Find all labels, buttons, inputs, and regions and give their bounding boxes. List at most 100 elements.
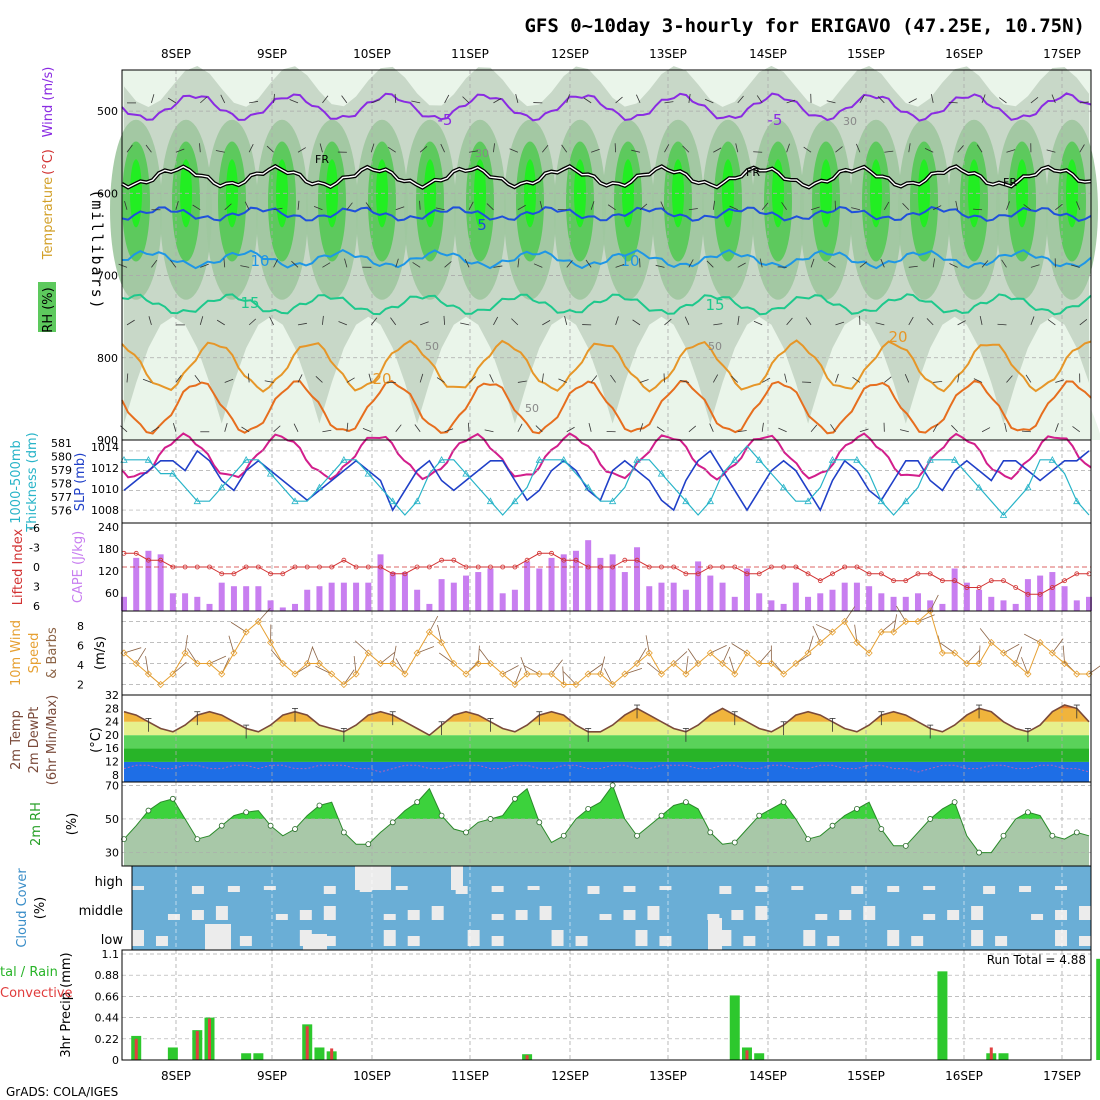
wind-barb <box>216 319 225 326</box>
cloud-low-cell <box>995 936 1008 946</box>
wind-barb <box>228 635 235 654</box>
wind-barb <box>151 259 158 268</box>
precip-total-bar <box>314 1047 325 1060</box>
li-marker <box>170 564 176 570</box>
bottom-date-label: 9SEP <box>257 1069 287 1083</box>
top-date-label: 11SEP <box>451 47 489 61</box>
wind-barb <box>955 200 959 210</box>
cape-bar <box>597 557 604 611</box>
wind-barb <box>1051 94 1056 104</box>
wind-barb <box>151 426 160 433</box>
rh-marker <box>927 816 934 822</box>
cape-tick: 120 <box>98 565 119 578</box>
wind-barb <box>810 206 820 211</box>
wind-speed-marker <box>963 659 971 668</box>
wind-unit: (m/s) <box>93 636 108 670</box>
wind-barb <box>624 668 643 675</box>
cloud-low-cell <box>132 930 144 946</box>
wind-barb <box>170 259 177 268</box>
wind-barb <box>511 318 519 326</box>
contour-label: FR <box>746 166 760 179</box>
wind-barb <box>460 322 470 326</box>
bottom-date-label: 16SEP <box>945 1069 983 1083</box>
slp-tick: 1012 <box>91 462 119 475</box>
wind-barb <box>926 318 934 326</box>
wind-speed-marker <box>413 649 421 657</box>
li-marker <box>744 571 750 577</box>
cape-bar <box>1012 603 1019 611</box>
thickness-tick: 577 <box>51 491 72 504</box>
rh-marker <box>218 822 225 829</box>
wind-barb <box>199 143 201 153</box>
temp-band <box>124 735 1089 749</box>
rh-dry-pocket <box>362 390 412 440</box>
wind-barb <box>192 204 201 211</box>
wind-barb <box>539 200 543 210</box>
wind-speed-marker <box>205 659 214 668</box>
wind-barb <box>395 258 399 268</box>
wind-barb <box>859 94 865 104</box>
cape-bar <box>1037 575 1044 611</box>
cape-bar <box>169 593 176 611</box>
temp-tick: 20 <box>105 729 119 742</box>
cloud-middle-cell <box>923 914 936 920</box>
wind-barb <box>230 621 247 633</box>
rh-marker <box>316 802 323 809</box>
li-marker <box>805 571 811 577</box>
wind-barb <box>145 144 152 153</box>
li-marker <box>610 564 616 570</box>
cape-bar <box>511 589 518 611</box>
slp-line <box>123 449 1090 512</box>
wind-barb <box>124 201 128 210</box>
thickness-marker <box>169 469 177 477</box>
thickness-marker <box>633 455 641 463</box>
wind-barb <box>899 429 909 433</box>
cloud-high-cell <box>1055 886 1068 890</box>
rh-shading-bright <box>226 159 238 228</box>
rh-dry-pocket <box>460 390 510 440</box>
wind-barb <box>881 620 896 633</box>
li-marker <box>597 564 603 570</box>
rh-tick: 70 <box>105 779 119 792</box>
wind-barb <box>322 315 324 325</box>
wind-speed-marker <box>596 670 604 678</box>
cloud-low-cell <box>575 936 588 946</box>
wind-barb <box>395 206 405 211</box>
pressure-tick: 800 <box>97 352 118 365</box>
wind-barb <box>419 200 421 210</box>
precip-tick: 0.22 <box>95 1033 120 1046</box>
precip-total-bar <box>754 1053 765 1060</box>
cape-bar <box>292 603 299 611</box>
wind-barb <box>291 260 299 268</box>
wind-barb <box>517 380 527 383</box>
cape-li-panel: -6 -3 0 3 6 240 180 120 60 Lifted Index CAPE (J/kg… <box>11 521 1092 613</box>
li-marker <box>329 564 335 570</box>
contour-label: 20 <box>372 370 391 388</box>
precip-tick: 0 <box>112 1054 119 1067</box>
wind-speed-marker <box>987 638 995 647</box>
wind-barb <box>438 652 455 664</box>
slp-tick: 1008 <box>91 504 119 517</box>
precip-tick: 0.44 <box>95 1012 120 1025</box>
cloud-middle-cell <box>815 914 828 920</box>
li-marker <box>622 557 628 563</box>
cloud-middle-cell <box>599 914 612 920</box>
wind-barb <box>444 428 454 433</box>
cloud-middle-cell <box>299 910 312 920</box>
wind-speed-marker <box>999 649 1008 657</box>
cloud-high-cell <box>263 886 276 890</box>
wind-barb <box>639 423 644 432</box>
precip-convective-bar <box>330 1048 334 1060</box>
rh2m-panel: 70 50 30 2m RH (%) <box>29 779 1092 867</box>
thickness-marker <box>975 483 983 491</box>
li-marker <box>549 550 554 556</box>
wind-barb <box>660 201 665 210</box>
li-marker <box>219 571 225 577</box>
temp-line <box>123 704 1090 737</box>
cape-bar <box>133 557 140 611</box>
wind-barb <box>908 265 918 268</box>
li-marker <box>927 571 933 577</box>
wind-barb <box>224 423 228 432</box>
wind-barb <box>270 649 284 664</box>
rh-marker <box>463 829 469 836</box>
